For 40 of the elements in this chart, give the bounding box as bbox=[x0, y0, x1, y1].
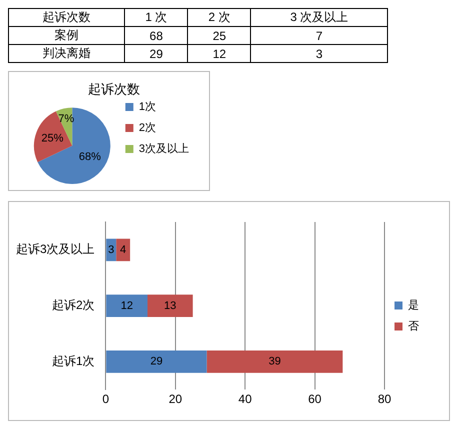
chart-title: 起诉次数 bbox=[88, 81, 140, 96]
category-label: 1 次 bbox=[124, 8, 188, 26]
data-label: 29 bbox=[150, 356, 163, 368]
legend-label: 否 bbox=[408, 320, 419, 333]
data-label: 39 bbox=[268, 356, 281, 368]
legend-label: 是 bbox=[408, 300, 419, 312]
data-label: 68 bbox=[124, 26, 188, 44]
x-tick-label: 80 bbox=[378, 392, 392, 406]
text: 判决离婚 bbox=[8, 44, 125, 62]
legend-label: 2次 bbox=[138, 122, 156, 134]
bar bbox=[106, 294, 148, 317]
bar bbox=[148, 294, 193, 317]
data-label: 29 bbox=[124, 44, 188, 62]
data-label: 3 bbox=[250, 44, 388, 62]
category-label: 3 次及以上 bbox=[250, 8, 388, 26]
y-tick-label: 起诉2次 bbox=[52, 298, 95, 312]
bar bbox=[116, 238, 130, 262]
bar bbox=[206, 350, 343, 373]
y-tick-label: 起诉1次 bbox=[52, 354, 95, 368]
legend-label: 3次及以上 bbox=[138, 142, 190, 156]
data-label: 25% bbox=[41, 132, 64, 145]
data-label: 12 bbox=[188, 44, 251, 62]
data-label: 7% bbox=[58, 112, 74, 125]
data-label: 7 bbox=[250, 26, 388, 44]
x-tick-label: 60 bbox=[308, 392, 322, 406]
text: 起诉次数 bbox=[8, 8, 125, 26]
text: 案例 bbox=[8, 26, 125, 44]
data-label: 13 bbox=[164, 300, 176, 312]
data-label: 68% bbox=[78, 151, 102, 164]
y-tick-label: 起诉3次及以上 bbox=[16, 242, 95, 256]
data-label: 25 bbox=[188, 26, 251, 44]
x-tick-label: 20 bbox=[168, 392, 182, 406]
data-label: 4 bbox=[120, 244, 126, 256]
legend-label: 1次 bbox=[138, 101, 156, 114]
data-label: 12 bbox=[120, 300, 133, 312]
data-label: 3 bbox=[108, 244, 114, 256]
category-label: 2 次 bbox=[188, 8, 251, 26]
x-tick-label: 40 bbox=[238, 392, 252, 406]
x-tick-label: 0 bbox=[102, 392, 110, 406]
bar bbox=[106, 350, 207, 373]
